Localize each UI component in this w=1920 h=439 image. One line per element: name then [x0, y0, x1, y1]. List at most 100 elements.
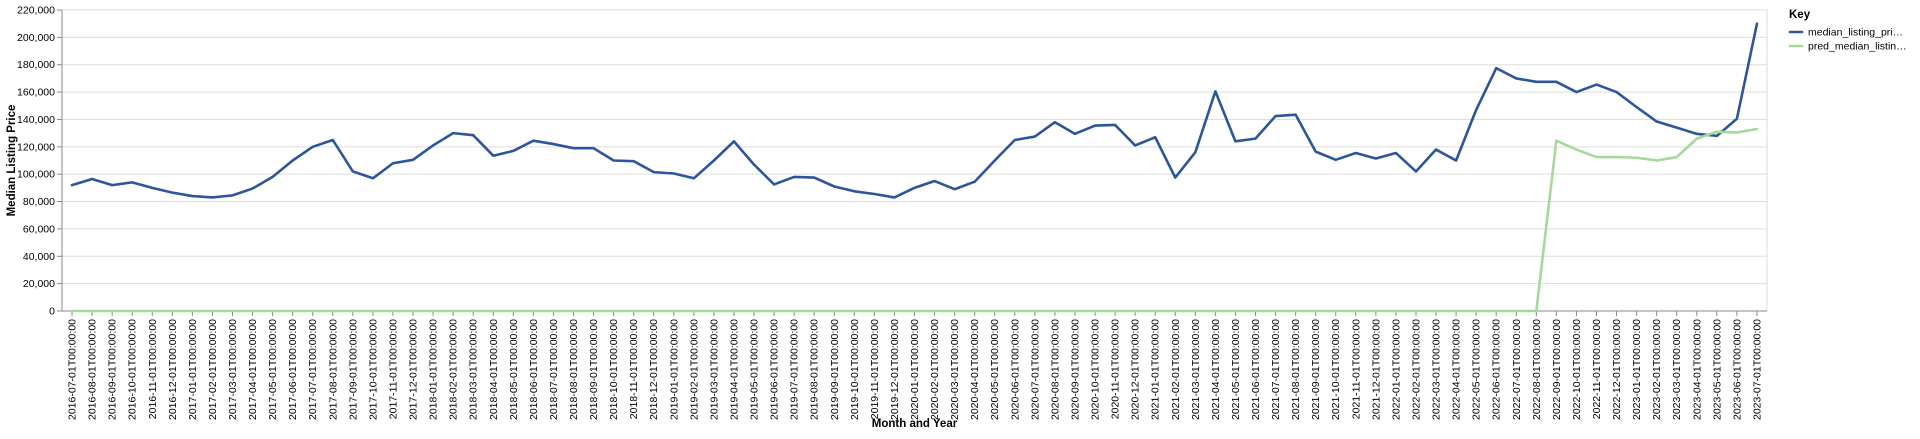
x-tick-label: 2022-01-01T00:00:00: [1390, 319, 1402, 420]
x-tick-label: 2021-01-01T00:00:00: [1150, 319, 1162, 420]
x-tick-label: 2020-02-01T00:00:00: [929, 319, 941, 420]
y-tick-label: 220,000: [17, 5, 55, 17]
x-tick-label: 2020-11-01T00:00:00: [1110, 319, 1122, 419]
y-tick-label: 140,000: [17, 114, 55, 126]
x-tick-label: 2022-11-01T00:00:00: [1591, 319, 1603, 419]
x-tick-label: 2019-06-01T00:00:00: [769, 319, 781, 420]
y-tick-label: 200,000: [17, 32, 55, 44]
x-tick-label: 2016-07-01T00:00:00: [67, 319, 79, 420]
x-tick-label: 2023-01-01T00:00:00: [1631, 319, 1643, 420]
x-tick-label: 2019-02-01T00:00:00: [688, 319, 700, 420]
y-tick-label: 0: [49, 306, 55, 318]
x-tick-label: 2016-08-01T00:00:00: [87, 319, 99, 420]
legend-items: median_listing_pri… pred_median_listin…: [1788, 27, 1907, 53]
x-tick-label: 2021-04-01T00:00:00: [1210, 319, 1222, 420]
y-tick-label: 160,000: [17, 87, 55, 99]
x-tick-label: 2021-08-01T00:00:00: [1290, 319, 1302, 420]
x-tick-label: 2020-10-01T00:00:00: [1090, 319, 1102, 420]
x-tick-label: 2019-04-01T00:00:00: [728, 319, 740, 420]
x-tick-label: 2021-05-01T00:00:00: [1230, 319, 1242, 420]
legend-title: Key: [1789, 9, 1811, 21]
x-tick-label: 2016-10-01T00:00:00: [127, 319, 139, 420]
x-tick-label: 2021-11-01T00:00:00: [1350, 319, 1362, 419]
x-tick-label: 2019-07-01T00:00:00: [789, 319, 801, 420]
x-tick-label: 2018-11-01T00:00:00: [628, 319, 640, 419]
x-tick-label: 2018-10-01T00:00:00: [608, 319, 620, 420]
x-tick-label: 2019-05-01T00:00:00: [749, 319, 761, 420]
x-tick-label: 2023-02-01T00:00:00: [1651, 319, 1663, 420]
axes: 0 20,000 40,000 60,000 80,000 100,000 120,000 1…: [17, 5, 1767, 420]
x-tick-label: 2018-04-01T00:00:00: [488, 319, 500, 420]
x-tick-label: 2021-02-01T00:00:00: [1170, 319, 1182, 420]
x-tick-label: 2022-03-01T00:00:00: [1431, 319, 1443, 420]
x-tick-label: 2019-12-01T00:00:00: [889, 319, 901, 420]
x-tick-label: 2020-09-01T00:00:00: [1069, 319, 1081, 420]
x-tick-label: 2019-03-01T00:00:00: [708, 319, 720, 420]
x-tick-label: 2020-05-01T00:00:00: [989, 319, 1001, 420]
x-tick-label: 2020-06-01T00:00:00: [1009, 319, 1021, 420]
x-tick-label: 2022-08-01T00:00:00: [1531, 319, 1543, 420]
x-tick-label: 2022-02-01T00:00:00: [1410, 319, 1422, 420]
x-tick-label: 2017-02-01T00:00:00: [207, 319, 219, 420]
x-tick-label: 2022-07-01T00:00:00: [1511, 319, 1523, 420]
x-tick-label: 2019-01-01T00:00:00: [668, 319, 680, 420]
x-tick-label: 2021-09-01T00:00:00: [1310, 319, 1322, 420]
y-tick-label: 180,000: [17, 59, 55, 71]
x-tick-label: 2021-07-01T00:00:00: [1270, 319, 1282, 420]
y-tick-label: 60,000: [23, 223, 55, 235]
x-tick-label: 2018-03-01T00:00:00: [468, 319, 480, 420]
x-tick-label: 2017-01-01T00:00:00: [187, 319, 199, 420]
x-tick-label: 2016-09-01T00:00:00: [107, 319, 119, 420]
x-tick-label: 2017-07-01T00:00:00: [307, 319, 319, 420]
x-tick-label: 2022-05-01T00:00:00: [1471, 319, 1483, 420]
x-tick-label: 2021-10-01T00:00:00: [1330, 319, 1342, 420]
x-tick-label: 2020-08-01T00:00:00: [1049, 319, 1061, 420]
x-tick-label: 2018-08-01T00:00:00: [568, 319, 580, 420]
x-tick-label: 2017-03-01T00:00:00: [227, 319, 239, 420]
x-tick-label: 2023-07-01T00:00:00: [1751, 319, 1763, 420]
legend: Key median_listing_pri… pred_median_listi…: [1788, 9, 1907, 53]
x-tick-label: 2018-01-01T00:00:00: [428, 319, 440, 420]
x-tick-label: 2018-05-01T00:00:00: [508, 319, 520, 420]
x-tick-label: 2023-05-01T00:00:00: [1711, 319, 1723, 420]
x-tick-label: 2016-12-01T00:00:00: [167, 319, 179, 420]
x-tick-label: 2020-07-01T00:00:00: [1029, 319, 1041, 420]
x-tick-label: 2016-11-01T00:00:00: [147, 319, 159, 419]
x-tick-label: 2020-04-01T00:00:00: [969, 319, 981, 420]
legend-label-1: median_listing_pri…: [1808, 27, 1903, 39]
x-tick-label: 2022-12-01T00:00:00: [1611, 319, 1623, 420]
x-tick-label: 2019-11-01T00:00:00: [869, 319, 881, 419]
series-line-2: [70, 127, 1759, 313]
x-tick-label: 2017-12-01T00:00:00: [408, 319, 420, 420]
x-tick-label: 2018-02-01T00:00:00: [448, 319, 460, 420]
x-tick-label: 2021-12-01T00:00:00: [1370, 319, 1382, 420]
y-tick-label: 20,000: [23, 278, 55, 290]
y-axis-title: Median Listing Price: [6, 105, 18, 217]
y-tick-label: 120,000: [17, 141, 55, 153]
y-tick-label: 40,000: [23, 251, 55, 263]
x-tick-label: 2017-06-01T00:00:00: [287, 319, 299, 420]
x-tick-label: 2021-06-01T00:00:00: [1250, 319, 1262, 420]
x-axis-title: Month and Year: [872, 418, 958, 430]
x-tick-label: 2017-05-01T00:00:00: [267, 319, 279, 420]
x-tick-label: 2021-03-01T00:00:00: [1190, 319, 1202, 420]
gridlines: [61, 9, 1768, 312]
x-tick-label: 2022-04-01T00:00:00: [1451, 319, 1463, 420]
x-tick-label: 2017-10-01T00:00:00: [367, 319, 379, 420]
x-tick-label: 2020-01-01T00:00:00: [909, 319, 921, 420]
series-lines: [70, 22, 1759, 313]
x-tick-label: 2018-07-01T00:00:00: [548, 319, 560, 420]
x-tick-label: 2019-09-01T00:00:00: [829, 319, 841, 420]
x-tick-label: 2020-03-01T00:00:00: [949, 319, 961, 420]
x-tick-label: 2017-04-01T00:00:00: [247, 319, 259, 420]
x-tick-label: 2022-10-01T00:00:00: [1571, 319, 1583, 420]
x-tick-label: 2023-03-01T00:00:00: [1671, 319, 1683, 420]
x-tick-label: 2019-08-01T00:00:00: [809, 319, 821, 420]
y-tick-label: 100,000: [17, 169, 55, 181]
x-tick-label: 2018-09-01T00:00:00: [588, 319, 600, 420]
x-tick-label: 2019-10-01T00:00:00: [849, 319, 861, 420]
x-tick-label: 2017-11-01T00:00:00: [387, 319, 399, 419]
x-tick-label: 2020-12-01T00:00:00: [1130, 319, 1142, 420]
